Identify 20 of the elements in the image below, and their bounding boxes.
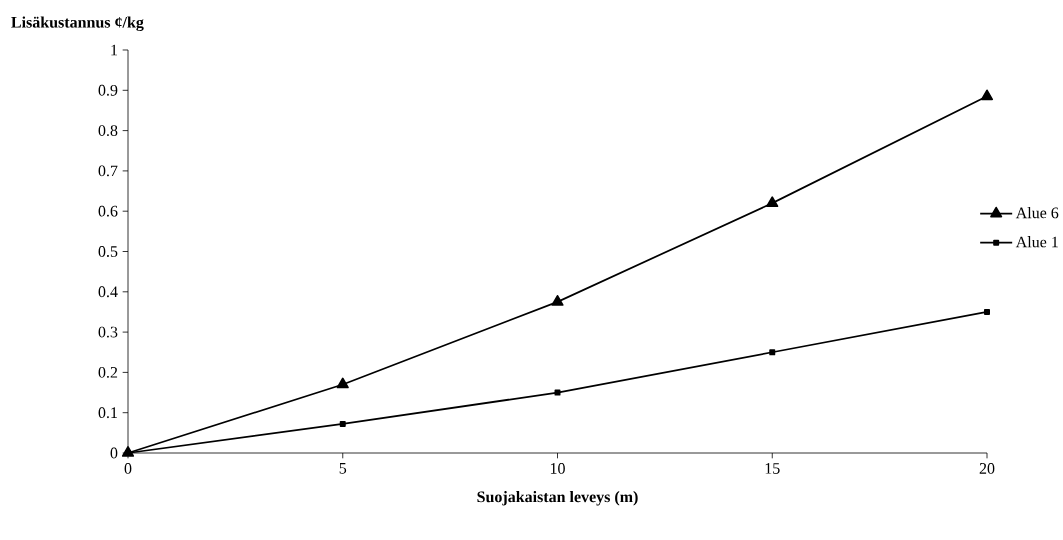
y-tick-label: 0.4 [98,286,118,298]
x-tick-label: 15 [765,463,780,474]
y-tick-label: 0 [110,447,118,459]
x-tick-label: 5 [339,463,347,474]
x-tick-label: 0 [124,463,132,474]
legend-label: Alue 1 [1015,236,1058,248]
y-tick-label: 1 [111,44,118,56]
x-tick-label: 10 [550,463,565,474]
legend-label: Alue 6 [1015,207,1059,219]
y-tick-label: 0.5 [98,246,118,257]
y-tick-label: 0.1 [98,407,118,419]
y-tick-label: 0.7 [98,165,118,177]
x-tick-label: 20 [979,463,995,474]
y-tick-label: 0.2 [98,366,118,378]
y-tick-label: 0.3 [98,326,118,338]
y-tick-label: 0.9 [98,84,118,96]
y-tick-label: 0.6 [98,205,118,217]
y-tick-label: 0.8 [98,125,118,137]
x-axis-title: Suojakaistan leveys (m) [477,490,638,506]
y-axis-title: Lisäkustannus ¢/kg [11,16,144,32]
